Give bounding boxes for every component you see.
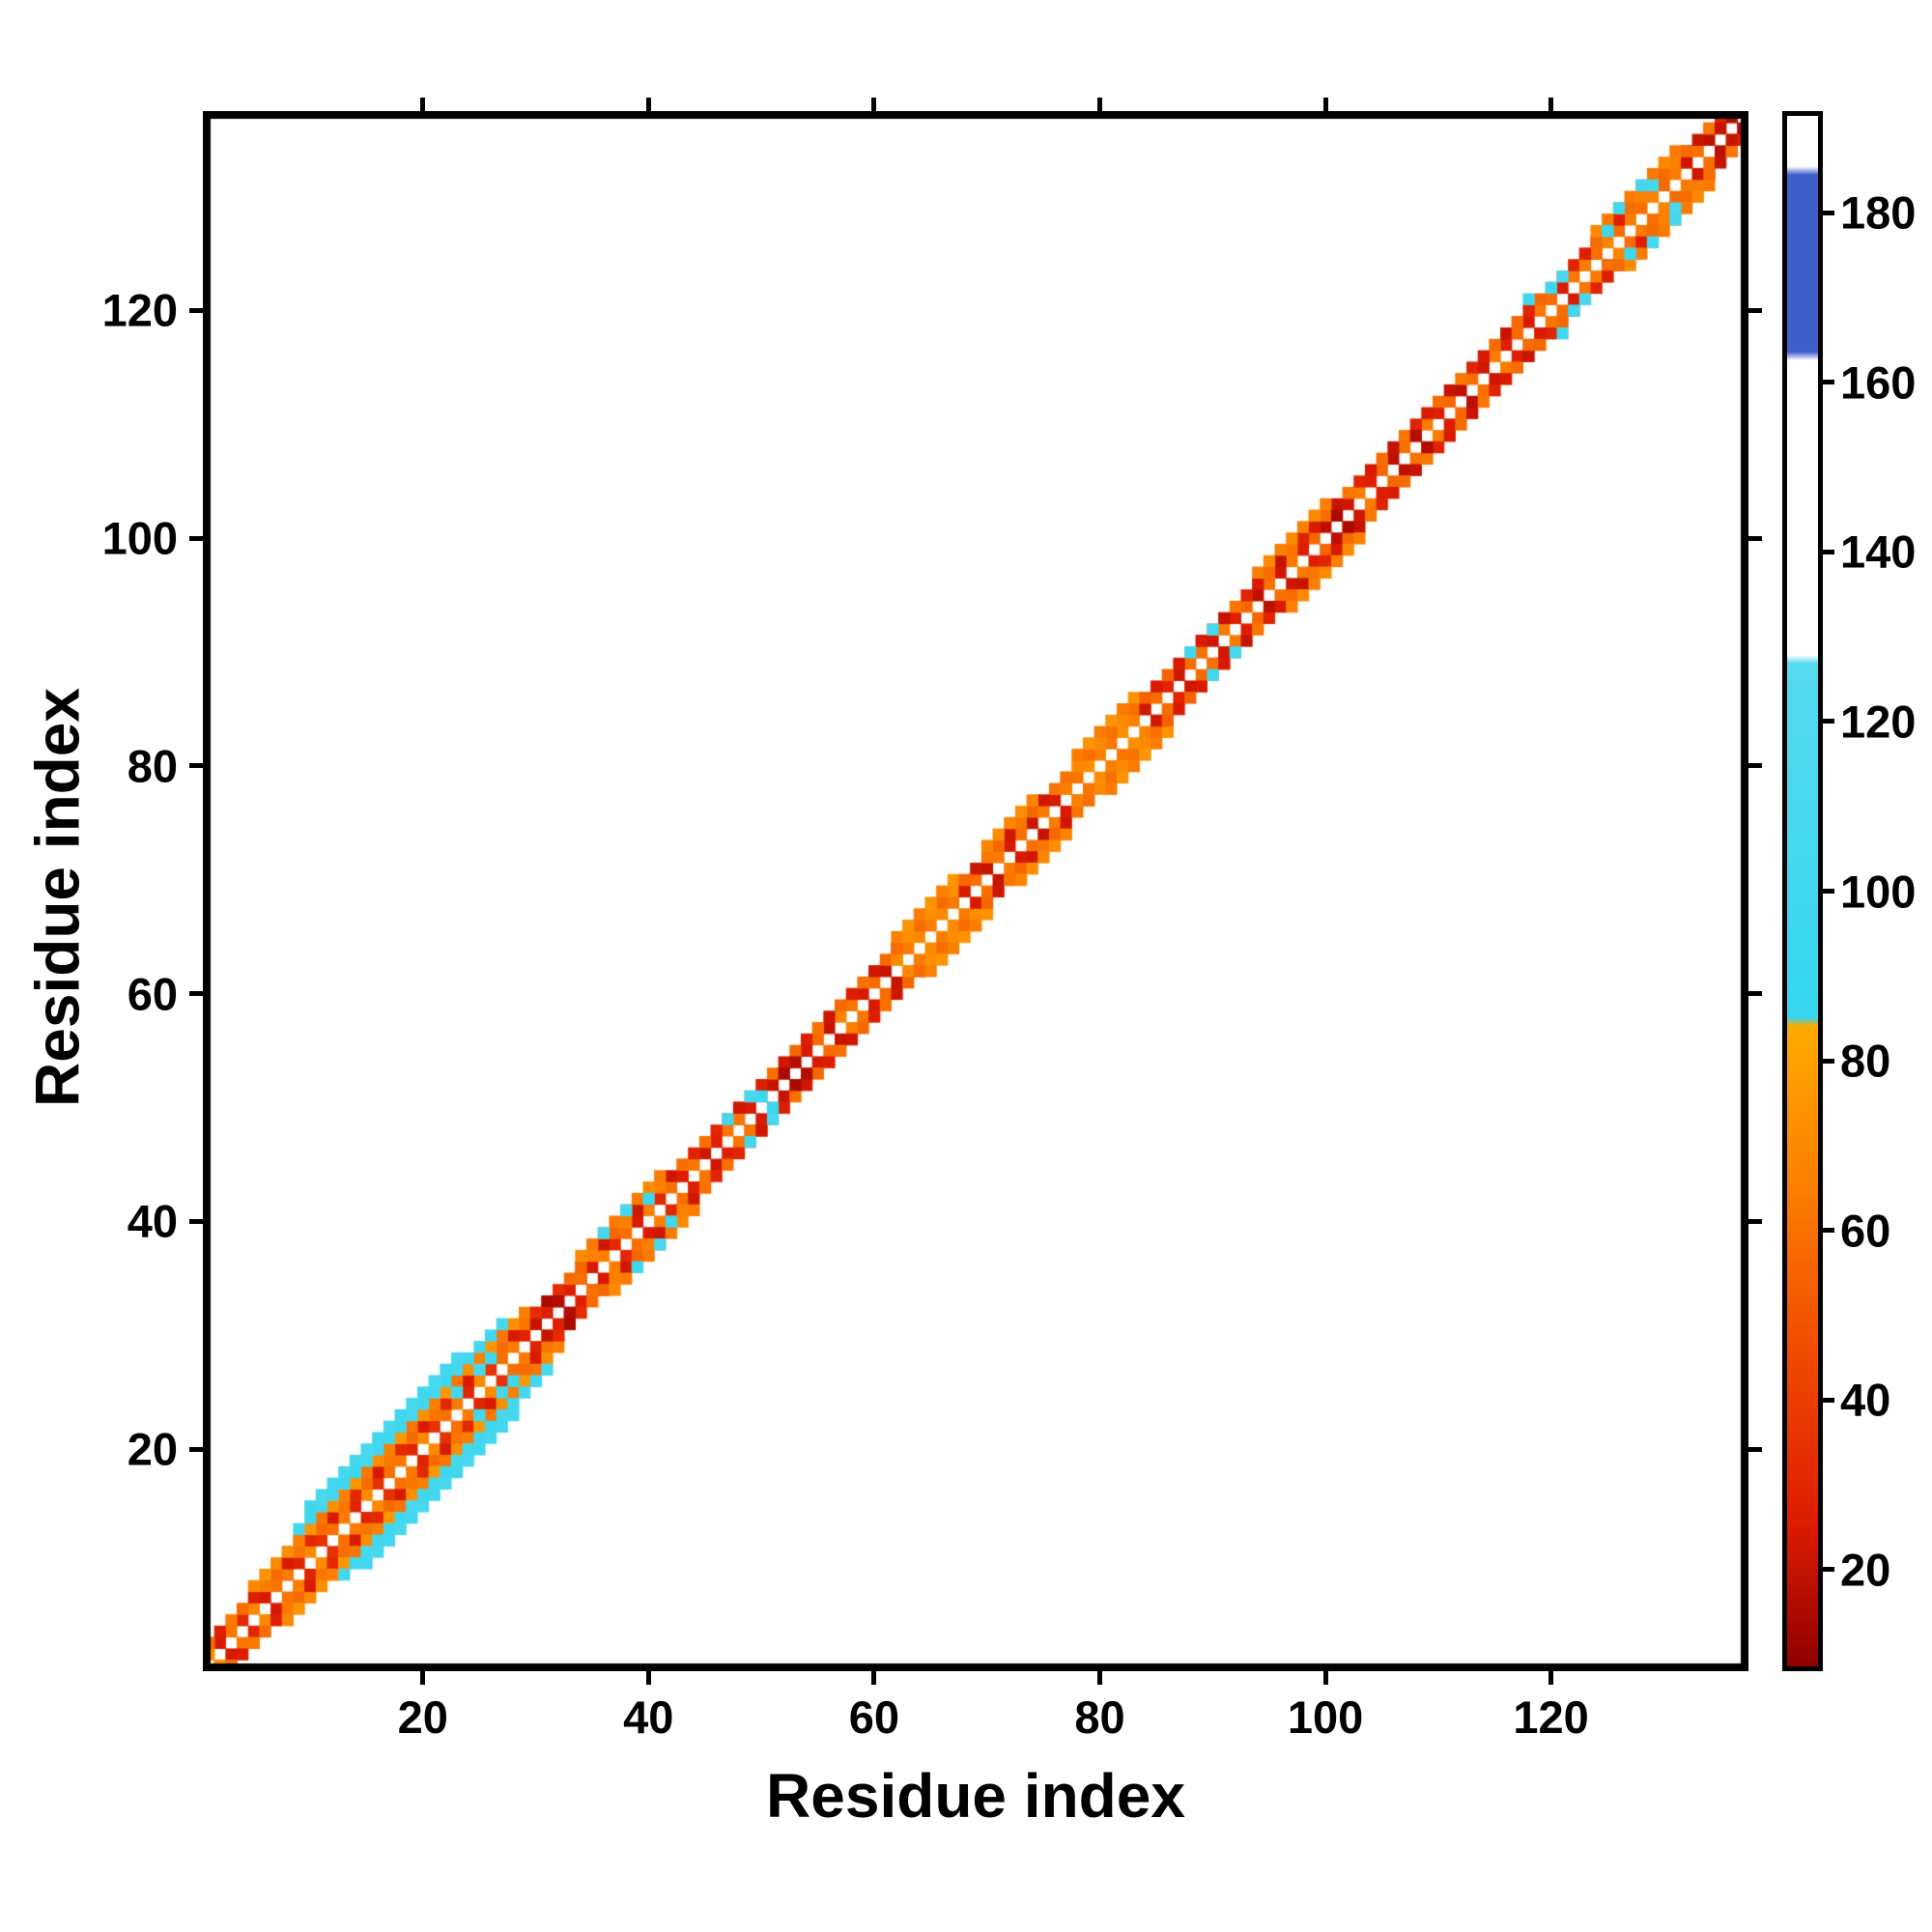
colorbar-tick-label: 140 [1840, 526, 1917, 578]
y-tick-mark [189, 991, 203, 997]
x-tick-mark-top [645, 98, 651, 111]
colorbar-tick-label: 80 [1840, 1035, 1891, 1087]
colorbar-tick-mark [1823, 1228, 1834, 1234]
heatmap-canvas [203, 111, 1748, 1671]
x-tick-label: 100 [1287, 1691, 1364, 1743]
x-tick-label: 20 [397, 1691, 448, 1743]
x-tick-mark [871, 1671, 877, 1685]
y-tick-mark [189, 1446, 203, 1452]
y-tick-label: 100 [101, 512, 178, 564]
colorbar-tick-mark [1823, 1567, 1834, 1573]
colorbar-tick-mark [1823, 549, 1834, 554]
colorbar-tick-label: 40 [1840, 1374, 1891, 1426]
x-tick-label: 120 [1513, 1691, 1589, 1743]
colorbar [1782, 111, 1823, 1671]
colorbar-tick-label: 180 [1840, 186, 1917, 239]
colorbar-tick-mark [1823, 1397, 1834, 1403]
y-tick-mark-right [1748, 763, 1762, 769]
x-tick-mark [1322, 1671, 1328, 1685]
y-tick-mark [189, 535, 203, 541]
y-tick-mark-right [1748, 1218, 1762, 1224]
y-tick-label: 60 [127, 968, 178, 1020]
y-tick-mark-right [1748, 535, 1762, 541]
colorbar-tick-mark [1823, 889, 1834, 894]
colorbar-tick-label: 20 [1840, 1544, 1891, 1596]
colorbar-tick-label: 120 [1840, 696, 1917, 748]
y-tick-mark [189, 307, 203, 313]
x-tick-mark [1096, 1671, 1102, 1685]
x-tick-mark-top [1322, 98, 1328, 111]
y-tick-mark-right [1748, 307, 1762, 313]
colorbar-tick-mark [1823, 210, 1834, 215]
x-tick-mark [645, 1671, 651, 1685]
x-tick-mark [420, 1671, 426, 1685]
y-tick-mark-right [1748, 991, 1762, 997]
colorbar-tick-label: 160 [1840, 356, 1917, 409]
x-tick-label: 40 [623, 1691, 674, 1743]
colorbar-tick-label: 100 [1840, 866, 1917, 917]
y-tick-label: 120 [101, 284, 178, 336]
colorbar-tick-mark [1823, 1058, 1834, 1064]
plot-area [203, 111, 1748, 1671]
colorbar-tick-mark [1823, 719, 1834, 724]
x-tick-mark-top [1548, 98, 1554, 111]
y-tick-mark-right [1748, 1446, 1762, 1452]
colorbar-tick-label: 60 [1840, 1205, 1891, 1257]
y-tick-label: 20 [127, 1423, 178, 1475]
colorbar-tick-mark [1823, 380, 1834, 385]
x-tick-mark-top [1096, 98, 1102, 111]
x-tick-label: 60 [848, 1691, 900, 1743]
x-tick-mark-top [871, 98, 877, 111]
y-tick-mark [189, 1218, 203, 1224]
y-tick-mark [189, 763, 203, 769]
y-tick-label: 80 [127, 740, 178, 792]
x-tick-label: 80 [1074, 1691, 1125, 1743]
x-tick-mark [1548, 1671, 1554, 1685]
y-tick-label: 40 [127, 1195, 178, 1247]
x-axis-label: Residue index [766, 1761, 1185, 1831]
x-tick-mark-top [420, 98, 426, 111]
